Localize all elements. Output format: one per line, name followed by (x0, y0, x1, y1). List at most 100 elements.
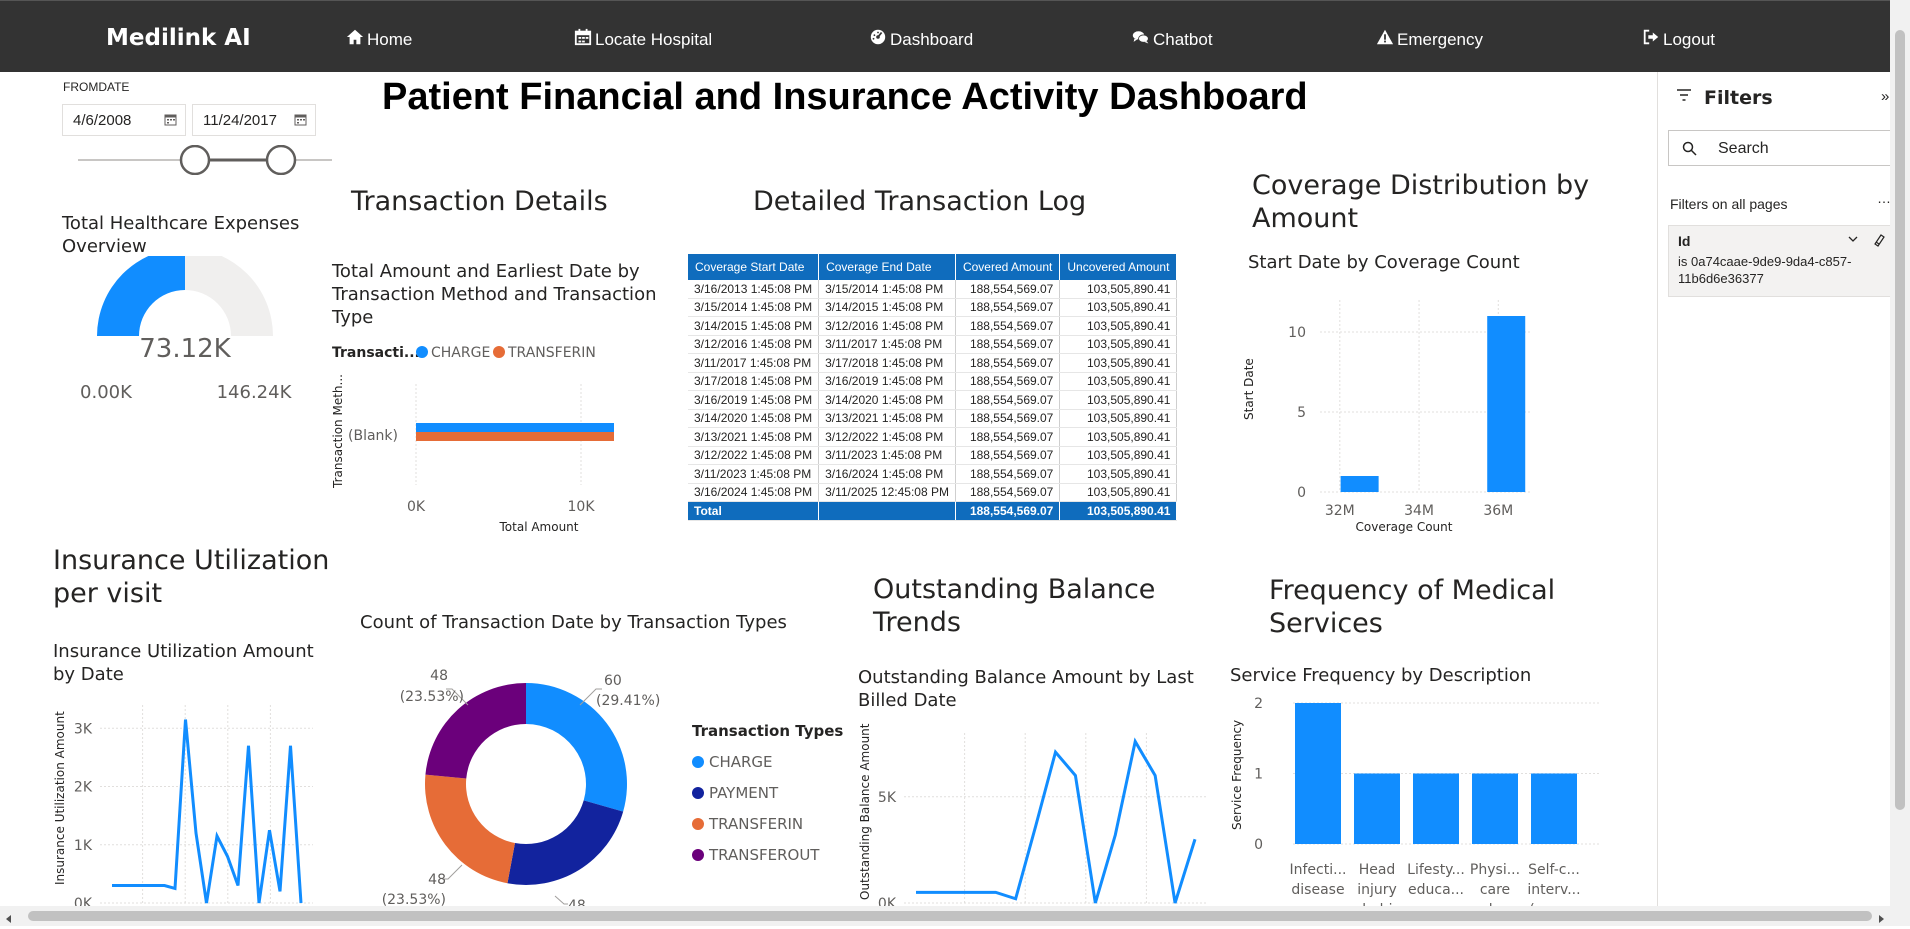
nav-chatbot-label: Chatbot (1153, 29, 1213, 49)
scroll-left-arrow-icon[interactable] (4, 911, 14, 929)
bar[interactable] (1472, 773, 1518, 845)
more-options-icon[interactable]: … (1877, 190, 1891, 206)
insurance-utilization-chart: 0K 1K 2K 3K Insurance Utilization Amount (53, 705, 313, 907)
filters-search-input[interactable]: Search (1668, 130, 1891, 166)
nav-dashboard[interactable]: Dashboard (869, 28, 973, 51)
bar[interactable] (1413, 773, 1459, 845)
x-axis-title: Coverage Count (1356, 520, 1453, 534)
clear-filter-icon[interactable] (1872, 233, 1886, 252)
table-cell: 3/16/2013 1:45:08 PM (688, 280, 820, 299)
table-row[interactable]: 3/17/2018 1:45:08 PM 3/16/2019 1:45:08 PM… (688, 372, 1178, 391)
slider-handle-end[interactable] (265, 145, 297, 175)
table-cell: 188,554,569.07 (955, 335, 1061, 354)
table-cell: 103,505,890.41 (1059, 298, 1178, 317)
from-date-input[interactable]: 4/6/2008 (62, 104, 186, 136)
y-axis-title: Transaction Meth... (331, 374, 345, 489)
bar[interactable] (1295, 703, 1341, 844)
table-row[interactable]: 3/14/2020 1:45:08 PM 3/13/2021 1:45:08 PM… (688, 409, 1178, 428)
legend-item-payment[interactable]: PAYMENT (692, 777, 843, 808)
section-title-coverage-distribution: Coverage Distribution by Amount (1252, 170, 1590, 234)
table-row[interactable]: 3/14/2015 1:45:08 PM 3/12/2016 1:45:08 PM… (688, 316, 1178, 336)
donut-slice-transferout[interactable] (425, 683, 526, 779)
nav-home[interactable]: Home (346, 28, 412, 51)
table-row[interactable]: 3/12/2016 1:45:08 PM 3/11/2017 1:45:08 PM… (688, 335, 1178, 354)
y-tick-label: 0K (878, 896, 897, 907)
column-header[interactable]: Uncovered Amount (1059, 254, 1178, 280)
column-header[interactable]: Covered Amount (955, 254, 1061, 280)
page-title: Patient Financial and Insurance Activity… (382, 76, 1308, 118)
y-tick-label: 0 (1254, 837, 1263, 853)
section-title-insurance-utilization: Insurance Utilization per visit (53, 545, 330, 609)
y-axis-title: Outstanding Balance Amount (858, 723, 872, 900)
y-tick-label: 5K (878, 790, 897, 806)
column-header[interactable]: Coverage Start Date (688, 254, 820, 280)
donut-slice-transferin[interactable] (425, 774, 515, 884)
bar[interactable] (1487, 316, 1526, 492)
slider-handle-start[interactable] (179, 145, 211, 175)
warning-icon (1376, 28, 1394, 51)
table-cell: 188,554,569.07 (955, 446, 1061, 465)
chat-icon (1132, 28, 1150, 51)
table-row[interactable]: 3/16/2019 1:45:08 PM 3/14/2020 1:45:08 PM… (688, 390, 1178, 410)
leader-line (579, 688, 602, 706)
legend-item-transferin[interactable]: TRANSFERIN (692, 808, 843, 839)
table-cell: 3/14/2015 1:45:08 PM (818, 298, 956, 317)
gauge-fill (97, 256, 185, 336)
vertical-scrollbar[interactable] (1890, 0, 1910, 910)
nav-emergency[interactable]: Emergency (1376, 28, 1483, 51)
vertical-scrollbar-thumb[interactable] (1895, 30, 1905, 810)
nav-logout[interactable]: Logout (1642, 28, 1715, 51)
table-row[interactable]: 3/12/2022 1:45:08 PM 3/11/2023 1:45:08 PM… (688, 446, 1178, 465)
x-tick-label: 34M (1404, 503, 1434, 519)
table-cell: 188,554,569.07 (955, 316, 1061, 336)
bar-charge[interactable] (416, 423, 614, 432)
table-row[interactable]: 3/16/2013 1:45:08 PM 3/15/2014 1:45:08 PM… (688, 280, 1178, 299)
table-total-cell: Total (688, 501, 820, 521)
chevron-down-icon[interactable] (1847, 233, 1859, 247)
table-cell: 3/11/2023 1:45:08 PM (688, 464, 820, 484)
legend-marker (692, 848, 704, 861)
filter-card-id[interactable]: Id is 0a74caae-9de9-9da4-c857-11b6d6e363… (1668, 225, 1891, 297)
transaction-types-donut-chart: 60 (29.41%) 48 (23.53%) 48 (23.53%) 48 (382, 668, 661, 906)
table-cell: 3/13/2021 1:45:08 PM (818, 409, 956, 428)
nav-locate-hospital[interactable]: Locate Hospital (574, 28, 712, 51)
table-row[interactable]: 3/11/2023 1:45:08 PM 3/16/2024 1:45:08 PM… (688, 464, 1178, 484)
table-cell: 3/17/2018 1:45:08 PM (688, 372, 820, 391)
legend-marker (692, 786, 704, 799)
bar[interactable] (1354, 773, 1400, 845)
to-date-input[interactable]: 11/24/2017 (192, 104, 316, 136)
brand-logo[interactable]: Medilink AI (106, 25, 251, 51)
x-axis-title: Total Amount (499, 520, 579, 534)
table-row[interactable]: 3/15/2014 1:45:08 PM 3/14/2015 1:45:08 PM… (688, 298, 1178, 317)
table-row[interactable]: 3/16/2024 1:45:08 PM 3/11/2025 12:45:08 P… (688, 483, 1178, 502)
collapse-pane-icon[interactable]: » (1881, 88, 1890, 105)
table-row[interactable]: 3/11/2017 1:45:08 PM 3/17/2018 1:45:08 PM… (688, 353, 1178, 373)
table-cell: 3/12/2016 1:45:08 PM (818, 316, 956, 336)
table-cell: 103,505,890.41 (1059, 316, 1178, 336)
nav-chatbot[interactable]: Chatbot (1132, 28, 1213, 51)
table-row[interactable]: 3/13/2021 1:45:08 PM 3/12/2022 1:45:08 PM… (688, 427, 1178, 447)
table-cell: 188,554,569.07 (955, 298, 1061, 317)
bar[interactable] (1531, 773, 1577, 845)
date-slicer-label: FROMDATE (63, 80, 130, 94)
table-cell: 103,505,890.41 (1059, 390, 1178, 410)
x-tick-label: Self-c...interv...(proc... (1527, 862, 1580, 907)
scroll-right-arrow-icon[interactable] (1876, 911, 1886, 929)
bar-transferin[interactable] (416, 432, 614, 441)
calendar-icon (164, 113, 177, 130)
transaction-amount-chart-title: Total Amount and Earliest Date by Transa… (332, 261, 657, 328)
horizontal-scrollbar[interactable] (0, 906, 1910, 926)
horizontal-scrollbar-thumb[interactable] (28, 911, 1872, 921)
legend-item-charge[interactable]: CHARGE (692, 746, 843, 777)
column-header[interactable]: Coverage End Date (818, 254, 956, 280)
leader-line (442, 864, 463, 880)
bar[interactable] (1340, 476, 1379, 492)
donut-slice-charge[interactable] (526, 683, 627, 812)
section-title-transaction-details: Transaction Details (351, 186, 608, 217)
legend-item-transferout[interactable]: TRANSFEROUT (692, 839, 843, 870)
table-cell: 103,505,890.41 (1059, 464, 1178, 484)
date-range-slider[interactable] (70, 145, 340, 175)
dashboard-icon (869, 28, 887, 51)
donut-slice-payment[interactable] (507, 800, 624, 885)
table-cell: 3/11/2023 1:45:08 PM (818, 446, 956, 465)
